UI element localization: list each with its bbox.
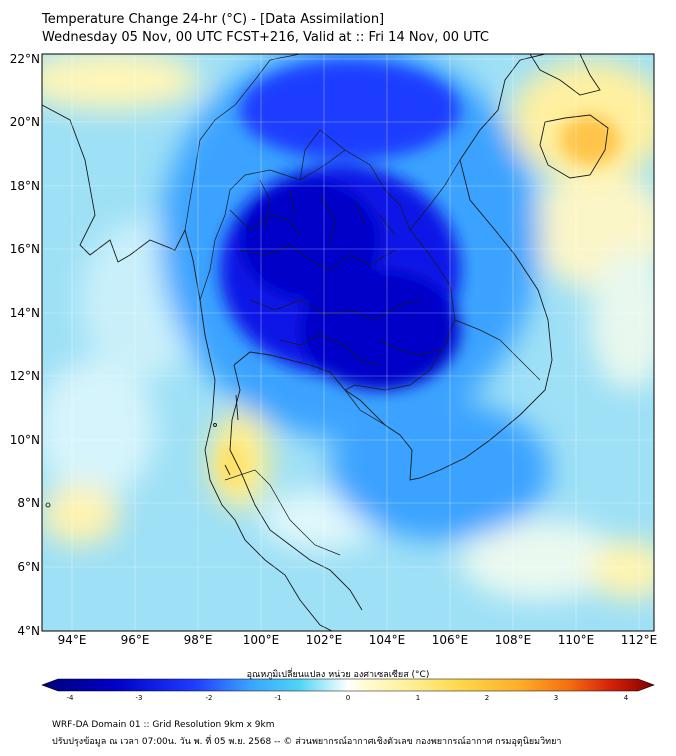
colorbar-label: อุณหภูมิเปลี่ยนแปลง หน่วย องศาเซลเซียส (… [246, 670, 430, 680]
map-frame [41, 53, 655, 632]
lat-label-8: 8°N [17, 496, 40, 510]
cb-tick-m3: -3 [136, 694, 143, 702]
cb-tick-m1: -1 [275, 694, 282, 702]
lon-label-106: 106°E [432, 633, 469, 647]
lat-label-22: 22°N [10, 52, 40, 66]
colorbar: -4 -3 -2 -1 0 1 2 3 4 [41, 678, 655, 702]
lon-label-94: 94°E [58, 633, 87, 647]
lon-label-112: 112°E [621, 633, 658, 647]
cb-tick-m4: -4 [67, 694, 75, 702]
map-title: Temperature Change 24-hr (°C) - [Data As… [42, 12, 385, 27]
lon-label-108: 108°E [495, 633, 532, 647]
lon-label-102: 102°E [306, 633, 343, 647]
lon-axis: 94°E 96°E 98°E 100°E 102°E 104°E 106°E 1… [58, 633, 658, 647]
grid-lines [42, 54, 654, 631]
footer-update-info: ปรับปรุงข้อมูล ณ เวลา 07:00น. วัน พ. ที่… [52, 737, 562, 747]
map-subtitle: Wednesday 05 Nov, 00 UTC FCST+216, Valid… [42, 30, 489, 45]
lat-label-4: 4°N [17, 624, 40, 638]
cb-tick-4: 4 [624, 694, 629, 702]
lat-axis: 22°N 20°N 18°N 16°N 14°N 12°N 10°N 8°N 6… [10, 52, 40, 638]
cb-tick-1: 1 [416, 694, 420, 702]
temperature-field [42, 54, 654, 631]
lon-label-98: 98°E [184, 633, 213, 647]
lon-label-100: 100°E [243, 633, 280, 647]
lon-label-110: 110°E [558, 633, 595, 647]
lat-label-14: 14°N [10, 306, 40, 320]
colorbar-ramp [41, 678, 655, 692]
borders [184, 54, 541, 556]
lat-label-18: 18°N [10, 179, 40, 193]
colorbar-ticks: -4 -3 -2 -1 0 1 2 3 4 [67, 694, 629, 702]
lat-label-6: 6°N [17, 560, 40, 574]
cb-tick-3: 3 [554, 694, 558, 702]
cb-tick-2: 2 [485, 694, 489, 702]
cb-tick-0: 0 [346, 694, 350, 702]
cb-tick-m2: -2 [206, 694, 213, 702]
footer-model-info: WRF-DA Domain 01 :: Grid Resolution 9km … [52, 720, 275, 730]
lat-label-20: 20°N [10, 115, 40, 129]
lon-label-96: 96°E [121, 633, 150, 647]
lat-label-12: 12°N [10, 369, 40, 383]
lon-label-104: 104°E [369, 633, 406, 647]
lat-label-10: 10°N [10, 433, 40, 447]
lat-label-16: 16°N [10, 242, 40, 256]
